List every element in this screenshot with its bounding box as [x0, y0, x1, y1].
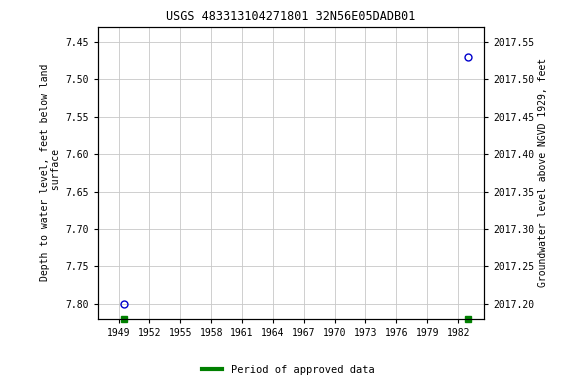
Y-axis label: Groundwater level above NGVD 1929, feet: Groundwater level above NGVD 1929, feet — [538, 58, 548, 287]
Y-axis label: Depth to water level, feet below land
 surface: Depth to water level, feet below land su… — [40, 64, 61, 281]
Legend: Period of approved data: Period of approved data — [198, 361, 378, 379]
Title: USGS 483313104271801 32N56E05DADB01: USGS 483313104271801 32N56E05DADB01 — [166, 10, 415, 23]
